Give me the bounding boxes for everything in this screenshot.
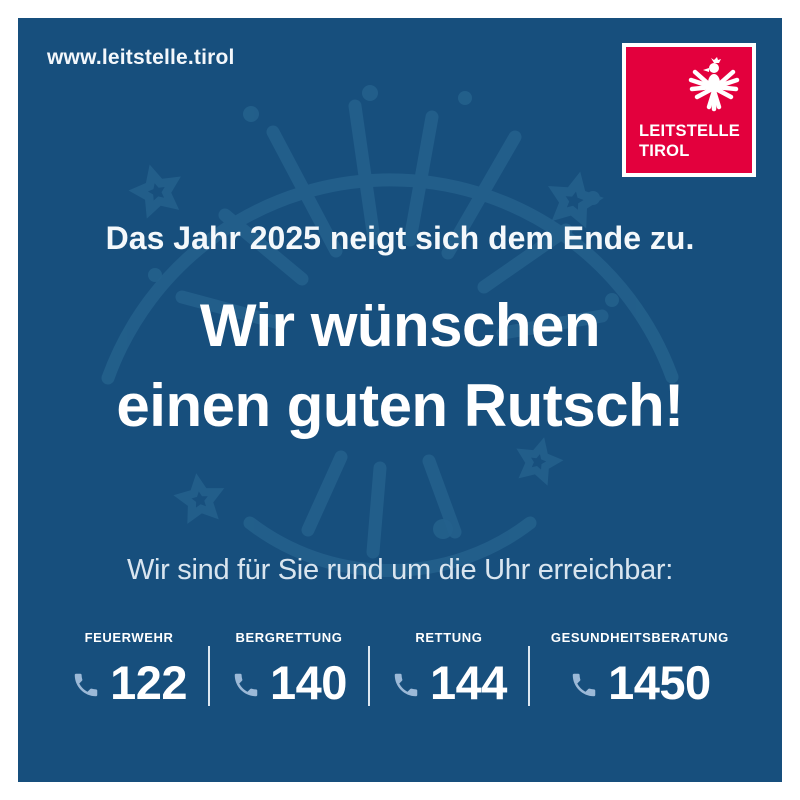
vertical-divider [208, 646, 211, 706]
logo-line1: LEITSTELLE [639, 121, 740, 140]
contact-label: RETTUNG [415, 630, 483, 645]
contact-label: BERGRETTUNG [235, 630, 343, 645]
card-content: www.leitstelle.tirol [18, 18, 782, 782]
contact-gesundheitsberatung: GESUNDHEITSBERATUNG 1450 [551, 630, 729, 706]
contact-bergrettung: BERGRETTUNG 140 [231, 630, 347, 706]
vertical-divider [527, 646, 530, 706]
contact-rettung: RETTUNG 144 [391, 630, 507, 706]
contact-label: FEUERWEHR [84, 630, 174, 645]
leitstelle-tirol-logo: LEITSTELLE TIROL [622, 43, 756, 177]
headline-line1: Wir wünschen [199, 292, 601, 359]
contact-number-row: 122 [71, 656, 188, 709]
logo-line2: TIROL [639, 141, 690, 160]
phone-handset-icon [74, 673, 98, 696]
contact-number-row: 1450 [569, 659, 711, 706]
headline: Wir wünschen einen guten Rutsch! [18, 286, 782, 446]
tyrol-eagle-icon [688, 57, 740, 112]
headline-line2: einen guten Rutsch! [116, 371, 684, 439]
phone-handset-icon [572, 673, 596, 696]
logo-red-box: LEITSTELLE TIROL [626, 47, 752, 173]
contact-number: 144 [429, 656, 507, 709]
contact-number: 1450 [608, 656, 711, 709]
availability-text: Wir sind für Sie rund um die Uhr erreich… [126, 554, 674, 586]
contact-number: 140 [270, 656, 347, 709]
contact-label: GESUNDHEITSBERATUNG [550, 630, 729, 645]
vertical-divider [367, 646, 370, 706]
phone-handset-icon [234, 673, 258, 696]
emergency-numbers-row: FEUERWEHR 122 BERGRETTUNG [18, 630, 782, 706]
blue-panel: www.leitstelle.tirol [18, 18, 782, 782]
website-url: www.leitstelle.tirol [47, 46, 235, 69]
contact-feuerwehr: FEUERWEHR 122 [71, 630, 188, 709]
intro-text: Das Jahr 2025 neigt sich dem Ende zu. [105, 220, 695, 256]
contact-number-row: 140 [231, 659, 347, 706]
phone-handset-icon [394, 673, 418, 696]
contact-number-row: 144 [391, 659, 507, 706]
logo-wordmark: LEITSTELLE TIROL [639, 121, 740, 161]
contact-number: 122 [110, 656, 188, 709]
